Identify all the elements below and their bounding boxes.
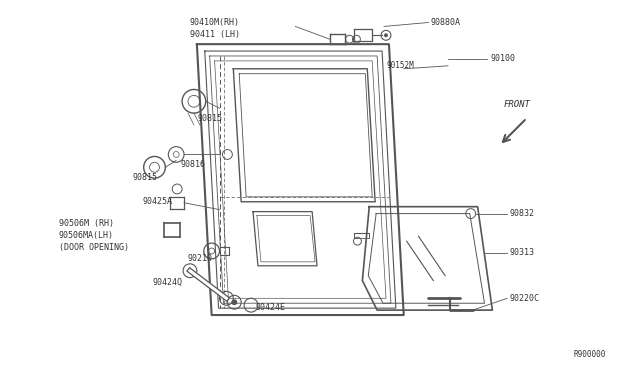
Text: FRONT: FRONT — [504, 100, 531, 109]
Text: 90815: 90815 — [133, 173, 158, 182]
Text: 90410M(RH): 90410M(RH) — [190, 18, 240, 27]
Text: 90424Q: 90424Q — [152, 278, 182, 287]
Circle shape — [231, 299, 237, 305]
Text: 90832: 90832 — [509, 209, 534, 218]
Text: 90880A: 90880A — [430, 18, 460, 27]
Text: 90220C: 90220C — [509, 294, 539, 303]
Text: 90100: 90100 — [490, 54, 515, 64]
Text: 90313: 90313 — [509, 248, 534, 257]
Text: 90210: 90210 — [187, 254, 212, 263]
Text: 90506M (RH): 90506M (RH) — [59, 219, 114, 228]
Text: R900000: R900000 — [573, 350, 605, 359]
Text: 90816: 90816 — [180, 160, 205, 169]
Text: 90815: 90815 — [198, 113, 223, 122]
Text: 90506MA(LH): 90506MA(LH) — [59, 231, 114, 240]
Text: 90424E: 90424E — [256, 303, 286, 312]
Circle shape — [384, 33, 388, 37]
Text: 90411 (LH): 90411 (LH) — [190, 30, 240, 39]
Text: 90152M: 90152M — [387, 61, 415, 70]
Text: (DOOR OPENING): (DOOR OPENING) — [59, 243, 129, 251]
Text: 90425A: 90425A — [143, 197, 173, 206]
